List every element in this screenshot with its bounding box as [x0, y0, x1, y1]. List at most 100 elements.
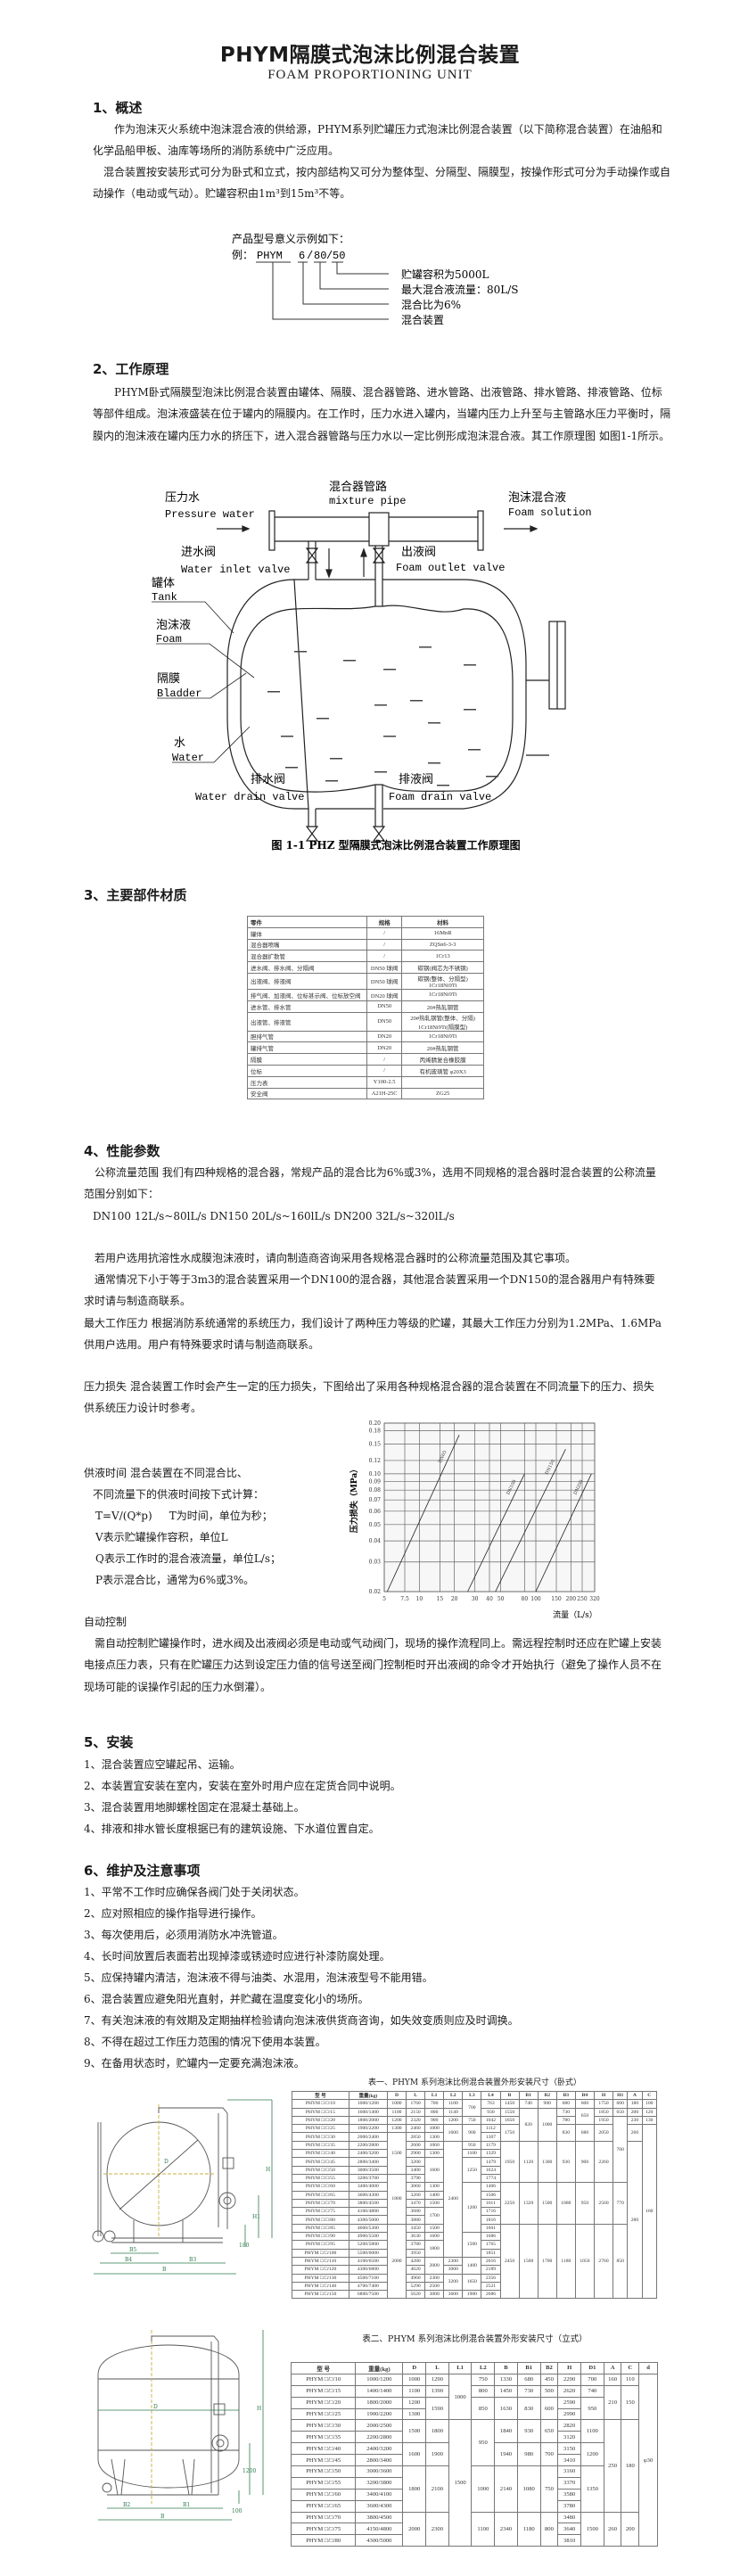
table2-cell: 3600/4300: [355, 2499, 404, 2513]
table1-cell: 3600/4300: [348, 2190, 388, 2200]
table2-cell: 950: [580, 2396, 604, 2421]
dim-180: 180: [239, 2243, 250, 2249]
table2-cell: 150: [621, 2384, 640, 2421]
x-tick-label: 100: [530, 1596, 541, 1602]
model-part-series: PHYM: [257, 250, 283, 262]
section-heading-installation: 5、安装: [84, 1734, 134, 1750]
table1-cell: 2260: [593, 2140, 614, 2184]
table1-cell: 2000/2400: [348, 2132, 388, 2142]
table2-row: PHYM □/□/20 1800/2000 1200 1590 850 1630 830 60…: [290, 2396, 658, 2421]
table1-cell: 120: [641, 2107, 658, 2117]
materials-header-cell: 规格: [366, 916, 403, 928]
supply-time-line-5: Q表示工作时的混合液流量，单位L/s；: [95, 1552, 282, 1565]
table1-cell: 3000/3500: [348, 2165, 388, 2175]
pressure-loss-paragraph: 压力损失 混合装置工作时会产生一定的压力损失，下图给出了采用各种规格混合器的混合…: [84, 1380, 654, 1415]
table1-cell: 1400: [462, 2256, 482, 2275]
callout-device: 混合装置: [401, 313, 444, 326]
table1-cell: 1650: [462, 2273, 482, 2292]
overview-paragraph-2: 混合装置按安装形式可分为卧式和立式，按内部结构又可分为整体型、分隔型、隔膜型，按…: [93, 166, 671, 201]
table1-cell: 600: [574, 2099, 595, 2109]
table1-cell: 4900/5500: [348, 2232, 388, 2242]
table2-cell: 1800: [402, 2465, 427, 2513]
tank-shell: [226, 579, 527, 810]
table1-cell: 1686: [481, 2232, 501, 2242]
y-tick-label: 0.03: [369, 1560, 382, 1566]
materials-cell: 进水管、排水管: [247, 1000, 367, 1013]
table1-cell: 1050: [574, 2223, 595, 2300]
table1-cell: 930: [481, 2107, 501, 2117]
table1-cell: 1080: [555, 2182, 576, 2225]
table2-cell: 2620: [557, 2384, 581, 2398]
materials-cell: 丙烯腈复合橡胶膜: [401, 1053, 484, 1066]
table1-cell: 1950: [593, 2115, 614, 2126]
table2-cell: 2290: [557, 2373, 581, 2386]
table1-header-cell: B3: [555, 2090, 576, 2101]
table1-cell: PHYM □/□/40: [292, 2149, 349, 2159]
materials-cell: ZG25: [401, 1087, 484, 1100]
x-tick-label: 5: [382, 1596, 386, 1602]
table1-row: PHYM □/□/130 4500/7100 4960 2300 3200 1650 235…: [292, 2273, 657, 2292]
table1-cell: 2189: [481, 2265, 501, 2275]
materials-cell: 胆排气管: [247, 1030, 367, 1043]
principle-diagram: 压力水 Pressure water 混合器管路 mixture pipe 泡沫…: [0, 477, 740, 856]
table2-cell: 3480: [557, 2511, 581, 2524]
label-pressure-water-en: Pressure water: [165, 508, 255, 521]
table1-cell: PHYM □/□/140: [292, 2281, 349, 2292]
table1-cell: 5290: [406, 2281, 426, 2292]
table1-row: PHYM □/□/110 4100/6500 4280 2000 2300 1400 201…: [292, 2256, 657, 2275]
outlet-flange: [477, 510, 484, 551]
table2-cell: PHYM □/□/20: [290, 2396, 357, 2409]
table1-cell: 2521: [481, 2281, 501, 2292]
table1-cell: 1600: [443, 2124, 464, 2142]
table2-cell: 980: [516, 2442, 541, 2467]
horizontal-tank-svg: D B B3 B4 B5 H H1 180: [92, 2099, 273, 2275]
table1-cell: 930: [555, 2140, 576, 2184]
table2-cell: 600: [539, 2396, 559, 2421]
table1-cell: 1200: [386, 2115, 407, 2126]
table1-cell: 3950: [406, 2248, 426, 2258]
table2-header-cell: A: [603, 2362, 622, 2374]
table1-cell: 1800/2000: [348, 2115, 388, 2126]
section-heading-overview: 1、概述: [93, 100, 143, 116]
materials-row: 出液管、排液管 DN50 20#热轧钢管(整体、分隔) 1Cr18Ni9Ti(隔膜型): [247, 1011, 484, 1032]
table1-cell: 2760: [593, 2223, 614, 2300]
table1-cell: 4960: [406, 2273, 426, 2283]
materials-cell: /: [366, 1053, 403, 1066]
dim-B2: B2: [123, 2502, 130, 2508]
table1-cell: 1300: [386, 2124, 407, 2134]
table1-row: PHYM □/□/15 1600/1400 1100 2150 800 1140 930 15…: [292, 2107, 658, 2142]
table1-cell: 650: [574, 2107, 595, 2126]
x-tick-label: 7.5: [400, 1596, 409, 1602]
table1-cell: 1100: [386, 2107, 407, 2117]
table1-cell: 1950: [499, 2140, 520, 2184]
table2-cell: 1900/2200: [355, 2407, 404, 2421]
table1-cell: 3780: [406, 2240, 426, 2250]
page-title: PHYM隔膜式泡沫比例混合装置: [219, 44, 521, 67]
table2-cell: 500: [539, 2384, 559, 2398]
table1-cell: 1300: [424, 2132, 445, 2142]
label-foam-cn: 泡沫液: [156, 619, 191, 632]
table1-header-cell: L4: [481, 2090, 501, 2101]
table1-cell: 1179: [481, 2140, 501, 2151]
table1-cell: 1450: [499, 2099, 520, 2109]
table1-cell: 1300: [537, 2140, 557, 2184]
materials-cell: /: [366, 950, 403, 963]
materials-cell: 碳钢(阀芯为不锈钢): [401, 961, 484, 974]
table2-cell: 1200: [580, 2442, 604, 2467]
label-foam-drain-en: Foam drain valve: [389, 791, 491, 803]
auto-control-heading: 自动控制: [84, 1616, 127, 1628]
table1-header-cell: B2: [537, 2090, 557, 2101]
y-tick-label: 0.05: [369, 1522, 382, 1528]
callout-lines: [256, 261, 389, 320]
table1-cell: 1300: [424, 2149, 445, 2159]
materials-header-cell: 零件: [247, 916, 367, 928]
table1-cell: 1624: [481, 2165, 501, 2175]
max-pressure-paragraph: 最大工作压力 根据消防系统通常的系统压力，我们设计了两种压力等级的贮罐，其最大工…: [84, 1317, 662, 1352]
table2-cell: PHYM □/□/70: [290, 2511, 357, 2524]
table2-cell: 1400/1400: [355, 2384, 404, 2398]
x-tick-label: 30: [472, 1596, 479, 1602]
table2-cell: 1100: [471, 2511, 496, 2547]
y-tick-label: 0.10: [369, 1471, 382, 1477]
series-line-dn200: [535, 1473, 592, 1593]
table2-row: PHYM □/□/50 3000/3600 1800 2100 1000 2140 1080…: [290, 2465, 658, 2513]
